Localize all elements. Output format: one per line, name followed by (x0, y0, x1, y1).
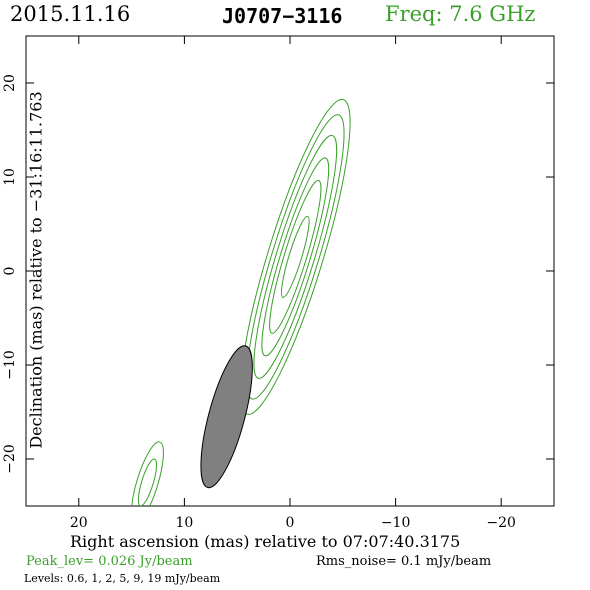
y-tick-label: 0 (2, 267, 18, 276)
main-contour-level-3 (261, 157, 330, 357)
main-contour-level-0 (239, 98, 351, 415)
plot-frame (25, 35, 555, 507)
x-tick-label: −10 (381, 515, 411, 531)
main-contour-level-1 (246, 114, 345, 400)
frequency-label: Freq: 7.6 GHz (385, 2, 536, 26)
rms-noise: Rms_noise= 0.1 mJy/beam (316, 554, 492, 569)
y-axis-label: Declination (mas) relative to −31:16:11.… (26, 91, 46, 449)
y-tick-label: 10 (2, 168, 18, 186)
observation-date: 2015.11.16 (10, 2, 131, 26)
x-tick-label: 0 (286, 515, 295, 531)
x-tick-label: 20 (70, 515, 88, 531)
secondary-contour-level-1 (137, 458, 157, 506)
main-contour-level-4 (269, 179, 322, 334)
beam-ellipse (200, 345, 253, 489)
y-tick-label: 20 (2, 74, 18, 92)
y-tick-label: −10 (2, 350, 18, 380)
contour-levels: Levels: 0.6, 1, 2, 5, 9, 19 mJy/beam (24, 572, 221, 585)
x-axis-label: Right ascension (mas) relative to 07:07:… (70, 532, 461, 551)
y-tick-label: −20 (2, 444, 18, 474)
secondary-contour-level-0 (130, 441, 164, 506)
x-tick-label: 10 (175, 515, 193, 531)
source-name: J0707−3116 (222, 4, 343, 28)
peak-level: Peak_lev= 0.026 Jy/beam (26, 554, 193, 569)
main-contour-level-2 (253, 134, 338, 379)
main-contour-level-5 (281, 215, 310, 298)
x-tick-label: −20 (486, 515, 516, 531)
